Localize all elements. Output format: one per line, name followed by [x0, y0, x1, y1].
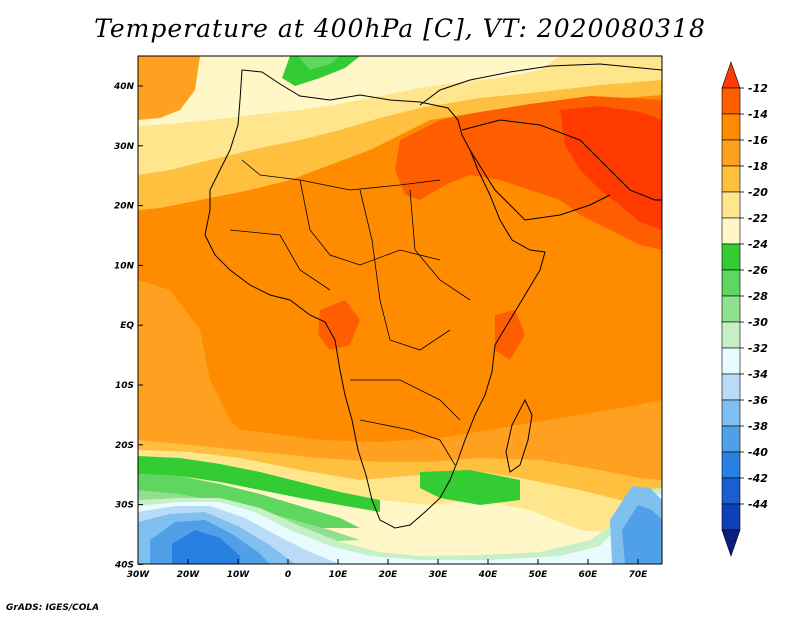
lon-tick-label: 10W: [227, 570, 251, 580]
lon-tick-label: 20E: [379, 570, 399, 580]
med-coast: [419, 63, 662, 106]
shade-minus18-nw: [138, 56, 200, 120]
colorbar-label: -30: [748, 316, 768, 329]
colorbar-swatch: [721, 269, 741, 297]
colorbar-label: -12: [748, 82, 768, 95]
border-line: [241, 159, 441, 191]
shade-minus24-sa: [420, 470, 520, 505]
lat-tick-label: 40S: [114, 560, 134, 570]
lon-tick-label: 0: [285, 570, 291, 580]
shade-minus24-north: [282, 56, 360, 86]
colorbar-label: -34: [748, 368, 768, 381]
lon-axis: 30W 20W 10W 0 10E 20E 30E 40E 50E 60E 70E: [127, 559, 648, 580]
colorbar-label: -38: [748, 420, 768, 433]
map-frame: [137, 55, 663, 565]
lon-tick-label: 30E: [429, 570, 449, 580]
shade-minus26-south: [138, 474, 360, 528]
colorbar-swatch: [721, 243, 741, 271]
arabia-coast: [461, 119, 662, 201]
colorbar-label: -14: [748, 108, 768, 121]
colorbar-label: -32: [748, 342, 768, 355]
colorbar: -12 -14 -16 -18 -20 -22 -24 -26 -28 -30 -32 -34 -36 -…: [721, 61, 768, 557]
colorbar-swatch: [721, 87, 741, 115]
lat-tick-label: 30S: [115, 501, 134, 511]
colorbar-swatch: [721, 399, 741, 427]
colorbar-swatch: [721, 373, 741, 401]
borders: [229, 159, 471, 466]
lon-tick-label: 40E: [478, 570, 499, 580]
lon-tick-label: 70E: [629, 570, 649, 580]
border-line: [359, 189, 451, 351]
colorbar-swatch: [721, 321, 741, 349]
lon-tick-label: 50E: [529, 570, 549, 580]
colorbar-label: -28: [748, 290, 768, 303]
lon-tick-label: 30W: [127, 570, 151, 580]
shade-minus26-north: [298, 56, 340, 70]
colorbar-swatch: [721, 425, 741, 453]
colorbar-label: -16: [748, 134, 768, 147]
colorbar-swatch: [721, 217, 741, 245]
lat-tick-label: 20S: [115, 441, 134, 451]
shade-minus12: [560, 106, 662, 230]
colorbar-label: -24: [748, 238, 768, 251]
colorbar-label: -22: [748, 212, 768, 225]
shade-minus14-congo: [318, 300, 360, 350]
colorbar-swatch: [721, 451, 741, 479]
colorbar-swatch: [721, 165, 741, 193]
credit-text: GrADS: IGES/COLA: [6, 603, 100, 613]
colorbar-label: -20: [748, 186, 768, 199]
colorbar-label: -42: [748, 472, 768, 485]
shade-minus24-south: [138, 456, 380, 512]
colorbar-label: -26: [748, 264, 768, 277]
lat-tick-label: 30N: [114, 142, 135, 152]
shade-minus36-se: [622, 505, 662, 564]
lat-axis: 40N 30N 20N 10N EQ 10S 20S 30S 40S: [113, 82, 143, 570]
border-line: [299, 179, 441, 266]
lon-tick-label: 10E: [329, 570, 349, 580]
colorbar-swatch: [721, 503, 741, 531]
shade-minus14-kenya: [495, 310, 525, 360]
colorbar-swatch: [721, 347, 741, 375]
colorbar-label: -18: [748, 160, 768, 173]
lat-tick-label: EQ: [120, 321, 134, 331]
red-sea-coast: [469, 149, 611, 221]
lat-tick-label: 10N: [114, 261, 135, 271]
colorbar-swatch: [721, 191, 741, 219]
lat-tick-label: 20N: [114, 202, 135, 212]
border-line: [229, 229, 331, 291]
temperature-field: [138, 56, 662, 564]
border-line: [359, 419, 456, 466]
colorbar-swatch: [721, 295, 741, 323]
colorbar-label: -36: [748, 394, 768, 407]
lat-tick-label: 10S: [115, 381, 134, 391]
shade-minus38-south: [172, 530, 240, 564]
madagascar-coast: [505, 398, 533, 473]
lon-tick-label: 20W: [177, 570, 201, 580]
shade-minus22b-north: [138, 56, 560, 126]
colorbar-label: -44: [748, 498, 768, 511]
colorbar-swatch: [721, 477, 741, 505]
colorbar-swatch: [721, 529, 741, 557]
coastlines: [204, 63, 662, 529]
colorbar-swatch: [721, 61, 741, 89]
colorbar-swatch: [721, 113, 741, 141]
lat-tick-label: 40N: [113, 82, 135, 92]
border-line: [409, 189, 471, 301]
colorbar-swatch: [721, 139, 741, 167]
africa-coast: [204, 69, 546, 529]
shade-minus18-atlantic: [138, 280, 250, 445]
border-line: [350, 379, 461, 421]
lon-tick-label: 60E: [579, 570, 599, 580]
figure-title: Temperature at 400hPa [C], VT: 202008031…: [94, 14, 706, 43]
colorbar-label: -40: [748, 446, 768, 459]
